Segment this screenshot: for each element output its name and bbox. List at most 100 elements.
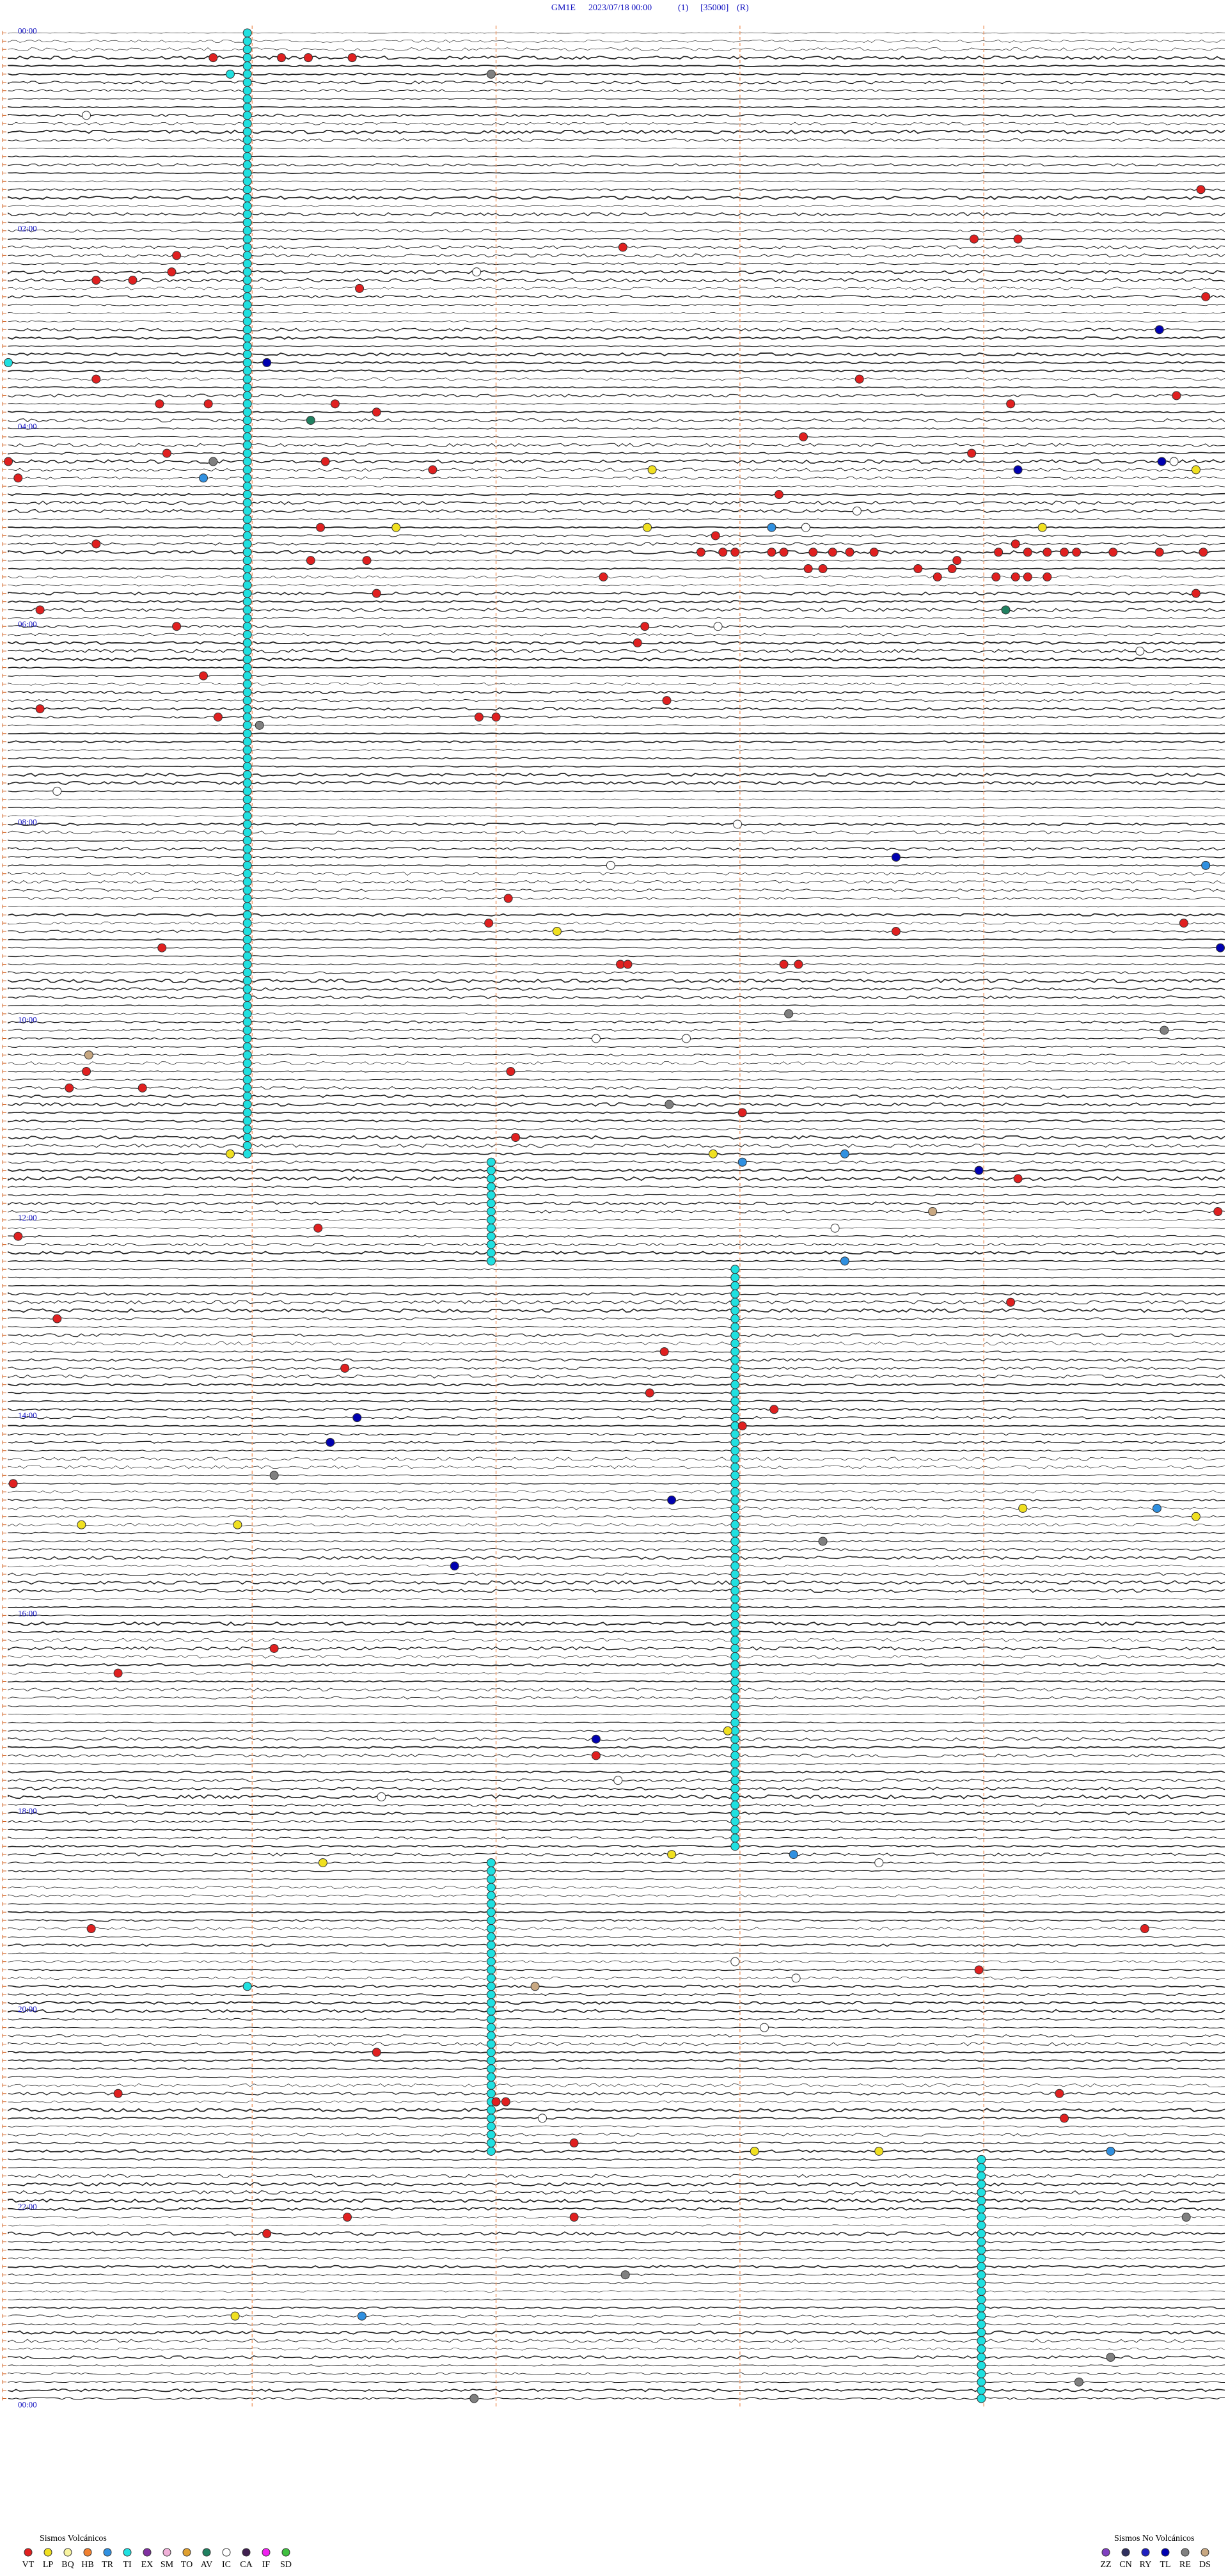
row-marker (2, 1020, 6, 1024)
tremor-event (730, 1677, 740, 1686)
event (1154, 325, 1164, 335)
trace (8, 1292, 1225, 1296)
trace (8, 2158, 1225, 2161)
trace (8, 1911, 1225, 1914)
row-marker (2, 1416, 6, 1420)
tremor-event (730, 1413, 740, 1423)
tremor-event (242, 473, 252, 483)
event (750, 2146, 759, 2156)
row-marker (2, 220, 6, 225)
row-marker (2, 715, 6, 719)
trace (8, 1366, 1225, 1370)
event (355, 283, 365, 293)
trace (8, 740, 1225, 743)
row-marker (2, 995, 6, 1000)
legend-label: IC (222, 2560, 231, 2570)
tremor-event (730, 1702, 740, 1711)
legend-label: TL (1160, 2560, 1170, 2570)
tremor-event (242, 482, 252, 491)
trace (8, 798, 1225, 800)
trace (8, 1927, 1225, 1931)
tremor-event (242, 160, 252, 170)
tremor-event (977, 2163, 986, 2172)
tremor-event (486, 2006, 496, 2016)
trace (8, 1919, 1225, 1922)
trace (8, 47, 1225, 52)
tremor-event (730, 1487, 740, 1497)
row-marker (2, 2067, 6, 2071)
trace (8, 624, 1225, 628)
trace (8, 2133, 1225, 2137)
event (974, 1965, 984, 1975)
tremor-event (242, 399, 252, 409)
row-marker (2, 1482, 6, 1486)
row-marker (2, 822, 6, 826)
tremor-event (242, 654, 252, 664)
tremor-event (242, 193, 252, 203)
trace (8, 1251, 1225, 1255)
trace (8, 1630, 1225, 1634)
trace (8, 493, 1225, 496)
tremor-event (730, 1833, 740, 1843)
row-marker (2, 880, 6, 884)
tremor-event (242, 877, 252, 887)
tremor-event (730, 1619, 740, 1629)
trace (8, 320, 1225, 322)
row-marker (2, 1630, 6, 1634)
row-marker (2, 2034, 6, 2038)
row-marker (2, 1457, 6, 1461)
row-marker (2, 2199, 6, 2203)
tremor-event (242, 234, 252, 244)
trace (8, 1465, 1225, 1469)
trace (8, 1450, 1225, 1452)
tremor-event (730, 1685, 740, 1695)
event (1154, 548, 1164, 557)
tremor-event (730, 1429, 740, 1439)
tremor-event (486, 1166, 496, 1175)
trace (8, 403, 1225, 405)
trace (8, 195, 1225, 200)
trace (8, 542, 1225, 546)
tremor-event (730, 1339, 740, 1348)
tremor-event (730, 1297, 740, 1307)
trace (8, 2174, 1225, 2178)
trace (8, 2051, 1225, 2054)
tremor-event (977, 2154, 986, 2164)
trace (8, 2224, 1225, 2227)
event (1023, 572, 1032, 581)
tremor-event (242, 770, 252, 780)
tremor-event (486, 1924, 496, 1934)
trace (8, 1441, 1225, 1444)
trace (8, 683, 1225, 686)
trace (8, 1836, 1225, 1840)
tremor-event (486, 2039, 496, 2049)
trace (8, 352, 1225, 357)
row-marker (2, 616, 6, 620)
event (486, 69, 496, 79)
tremor-event (730, 1751, 740, 1760)
row-marker (2, 1506, 6, 1510)
event (13, 1231, 23, 1241)
tremor-event (242, 720, 252, 730)
event (491, 712, 501, 722)
tremor-event (242, 1149, 252, 1158)
event (172, 622, 182, 631)
hour-label: 18:00 (18, 1806, 37, 1816)
tremor-event (486, 1883, 496, 1892)
row-marker (2, 1490, 6, 1494)
channel: (1) (678, 3, 689, 13)
tremor-event (242, 333, 252, 343)
row-marker (2, 1622, 6, 1626)
trace (8, 1185, 1225, 1189)
trace (8, 212, 1225, 217)
trace (8, 2198, 1225, 2203)
trace (8, 1135, 1225, 1140)
trace (8, 163, 1225, 167)
trace (8, 1943, 1225, 1947)
trace (8, 1119, 1225, 1123)
trace (8, 485, 1225, 487)
tremor-event (486, 2130, 496, 2140)
tremor-event (242, 704, 252, 714)
row-marker (2, 253, 6, 258)
row-marker (2, 1176, 6, 1181)
